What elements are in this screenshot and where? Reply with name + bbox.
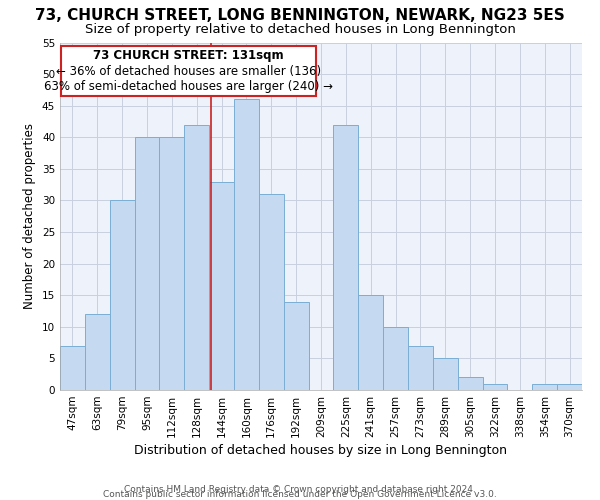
Bar: [334, 124, 358, 390]
Bar: [60, 346, 85, 390]
Bar: [482, 384, 508, 390]
Text: 63% of semi-detached houses are larger (240) →: 63% of semi-detached houses are larger (…: [44, 80, 333, 94]
Bar: [209, 182, 234, 390]
Bar: [110, 200, 134, 390]
Bar: [532, 384, 557, 390]
Bar: [383, 327, 408, 390]
Bar: [408, 346, 433, 390]
Bar: [557, 384, 582, 390]
Bar: [234, 100, 259, 390]
Bar: [184, 124, 209, 390]
Text: 73, CHURCH STREET, LONG BENNINGTON, NEWARK, NG23 5ES: 73, CHURCH STREET, LONG BENNINGTON, NEWA…: [35, 8, 565, 22]
Bar: [85, 314, 110, 390]
X-axis label: Distribution of detached houses by size in Long Bennington: Distribution of detached houses by size …: [134, 444, 508, 457]
Bar: [458, 378, 482, 390]
Text: Contains public sector information licensed under the Open Government Licence v3: Contains public sector information licen…: [103, 490, 497, 499]
Text: Contains HM Land Registry data © Crown copyright and database right 2024.: Contains HM Land Registry data © Crown c…: [124, 484, 476, 494]
Bar: [284, 302, 308, 390]
Y-axis label: Number of detached properties: Number of detached properties: [23, 123, 37, 309]
Bar: [61, 46, 316, 96]
Bar: [433, 358, 458, 390]
Bar: [134, 138, 160, 390]
Text: Size of property relative to detached houses in Long Bennington: Size of property relative to detached ho…: [85, 22, 515, 36]
Text: ← 36% of detached houses are smaller (136): ← 36% of detached houses are smaller (13…: [56, 64, 321, 78]
Text: 73 CHURCH STREET: 131sqm: 73 CHURCH STREET: 131sqm: [94, 49, 284, 62]
Bar: [259, 194, 284, 390]
Bar: [160, 138, 184, 390]
Bar: [358, 295, 383, 390]
